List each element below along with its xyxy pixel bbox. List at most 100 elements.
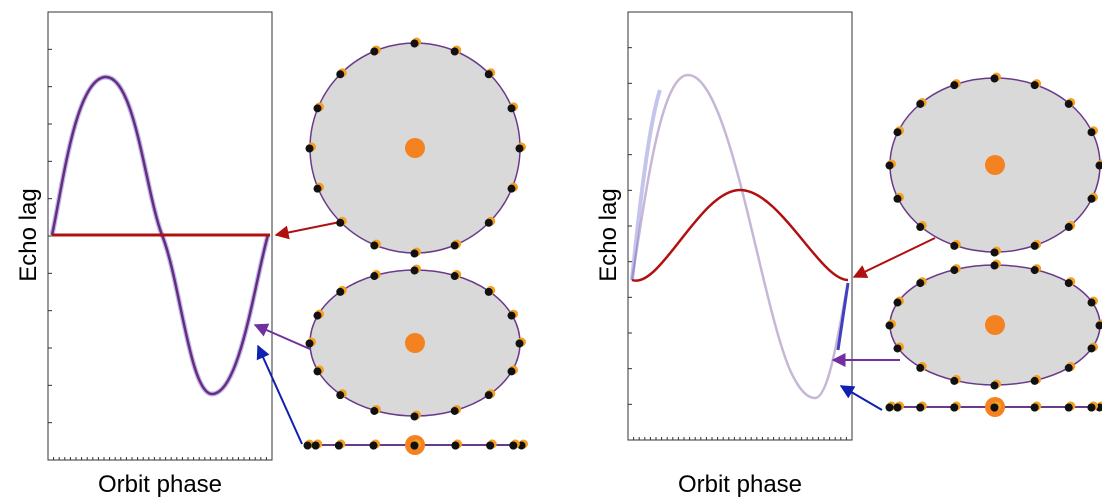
companion (313, 311, 322, 320)
companion (507, 184, 516, 193)
companion (450, 272, 459, 281)
companion (885, 161, 894, 170)
companion (305, 144, 314, 153)
companion (450, 47, 459, 56)
companion (1095, 321, 1102, 330)
companion (1064, 279, 1073, 288)
companion (893, 128, 902, 137)
companion (313, 184, 322, 193)
companion (916, 99, 925, 108)
y-label: Echo lag (15, 188, 42, 281)
y-label: Echo lag (595, 188, 622, 281)
companion (916, 223, 925, 232)
companion (313, 367, 322, 376)
companion (451, 441, 460, 450)
companion (305, 339, 314, 348)
companion (1064, 99, 1073, 108)
left-panel: Echo lag Orbit phase (15, 11, 341, 498)
companion (1030, 376, 1039, 385)
companion (515, 144, 524, 153)
orbits (303, 37, 1102, 455)
companion (515, 339, 524, 348)
companion (1087, 128, 1096, 137)
companion (916, 403, 925, 412)
companion (950, 376, 959, 385)
companion (1095, 161, 1102, 170)
companion (950, 403, 959, 412)
companion (303, 441, 312, 450)
companion (410, 39, 419, 48)
companion (990, 248, 999, 257)
companion (484, 287, 493, 296)
companion (916, 279, 925, 288)
companion (370, 241, 379, 250)
companion (990, 261, 999, 270)
companion (410, 412, 419, 421)
companion (916, 363, 925, 372)
companion (311, 441, 320, 450)
companion (893, 194, 902, 203)
companion (336, 287, 345, 296)
right-panel: Echo lag Orbit phase (595, 11, 936, 498)
companion (484, 70, 493, 79)
companion (1087, 344, 1096, 353)
companion (410, 441, 419, 450)
companion (334, 441, 343, 450)
companion (486, 441, 495, 450)
companion (507, 367, 516, 376)
companion (369, 441, 378, 450)
arrow (839, 385, 883, 411)
companion (950, 266, 959, 275)
companion (990, 381, 999, 390)
companion (410, 249, 419, 258)
companion (950, 241, 959, 250)
companion (885, 321, 894, 330)
star (985, 315, 1005, 335)
companion (1087, 298, 1096, 307)
companion (507, 311, 516, 320)
companion (484, 391, 493, 400)
companion (484, 218, 493, 227)
companion (450, 406, 459, 415)
blue-curve (630, 89, 662, 281)
companion (370, 406, 379, 415)
purple-curve (630, 73, 850, 400)
companion (893, 298, 902, 307)
companion (893, 403, 902, 412)
companion (336, 70, 345, 79)
companion (450, 241, 459, 250)
star (405, 333, 425, 353)
companion (1087, 403, 1096, 412)
companion (370, 47, 379, 56)
companion (509, 441, 518, 450)
companion (1064, 363, 1073, 372)
companion (313, 104, 322, 113)
companion (1030, 403, 1039, 412)
companion (1087, 194, 1096, 203)
companion (410, 266, 419, 275)
companion (1064, 223, 1073, 232)
companion (1030, 81, 1039, 90)
companion (885, 403, 894, 412)
arrow (274, 221, 341, 240)
companion (336, 391, 345, 400)
arrow (852, 237, 936, 278)
star (405, 138, 425, 158)
companion (370, 272, 379, 281)
companion (990, 403, 999, 412)
companion (507, 104, 516, 113)
arrow (256, 344, 303, 445)
companion (990, 74, 999, 83)
companion (1064, 403, 1073, 412)
x-label: Orbit phase (98, 471, 222, 498)
companion (950, 81, 959, 90)
companion (1030, 266, 1039, 275)
red-curve (631, 188, 849, 282)
plot-frame (627, 11, 853, 441)
x-label: Orbit phase (678, 471, 802, 498)
blue-curve (836, 282, 850, 351)
companion (336, 218, 345, 227)
companion (893, 344, 902, 353)
companion (1030, 241, 1039, 250)
